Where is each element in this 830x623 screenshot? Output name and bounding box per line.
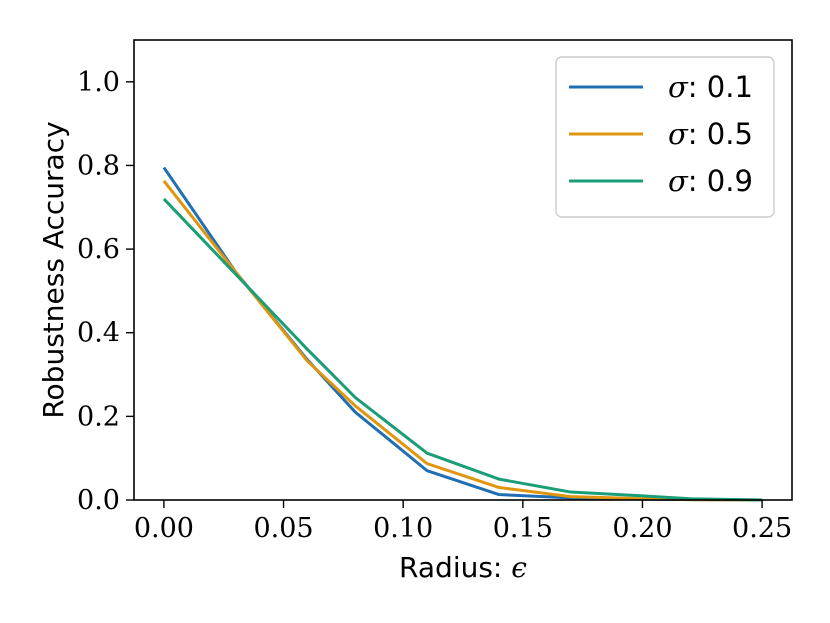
legend-box <box>555 56 775 218</box>
x-axis-label: Radius: ϵ <box>399 551 527 584</box>
legend-label-2: σ: 0.5 <box>668 117 753 151</box>
x-tick-label: 0.00 <box>134 513 194 544</box>
y-tick-label: 0.2 <box>77 401 120 432</box>
x-tick-label: 0.20 <box>612 513 672 544</box>
y-axis-ticks: 0.0 0.2 0.4 0.6 0.8 1.0 <box>77 67 134 516</box>
y-tick-label: 0.8 <box>77 150 120 181</box>
y-tick-label: 1.0 <box>77 67 120 98</box>
legend-label-1: σ: 0.1 <box>668 70 753 104</box>
y-tick-label: 0.6 <box>77 234 120 265</box>
series-line-2 <box>162 179 763 502</box>
legend: σ: 0.1 σ: 0.5 σ: 0.9 <box>555 56 775 218</box>
series-line-3 <box>162 197 763 502</box>
x-tick-label: 0.15 <box>493 513 553 544</box>
plot-frame <box>133 39 793 501</box>
legend-label-3: σ: 0.9 <box>668 164 753 198</box>
x-tick-label: 0.10 <box>373 513 433 544</box>
x-tick-label: 0.05 <box>253 513 313 544</box>
y-tick-label: 0.0 <box>77 485 120 516</box>
x-axis-ticks: 0.00 0.05 0.10 0.15 0.20 0.25 <box>134 500 792 544</box>
legend-items: σ: 0.1 σ: 0.5 σ: 0.9 <box>569 70 753 198</box>
y-axis-label: Robustness Accuracy <box>37 121 70 418</box>
x-tick-label: 0.25 <box>732 513 792 544</box>
y-tick-label: 0.4 <box>77 318 120 349</box>
